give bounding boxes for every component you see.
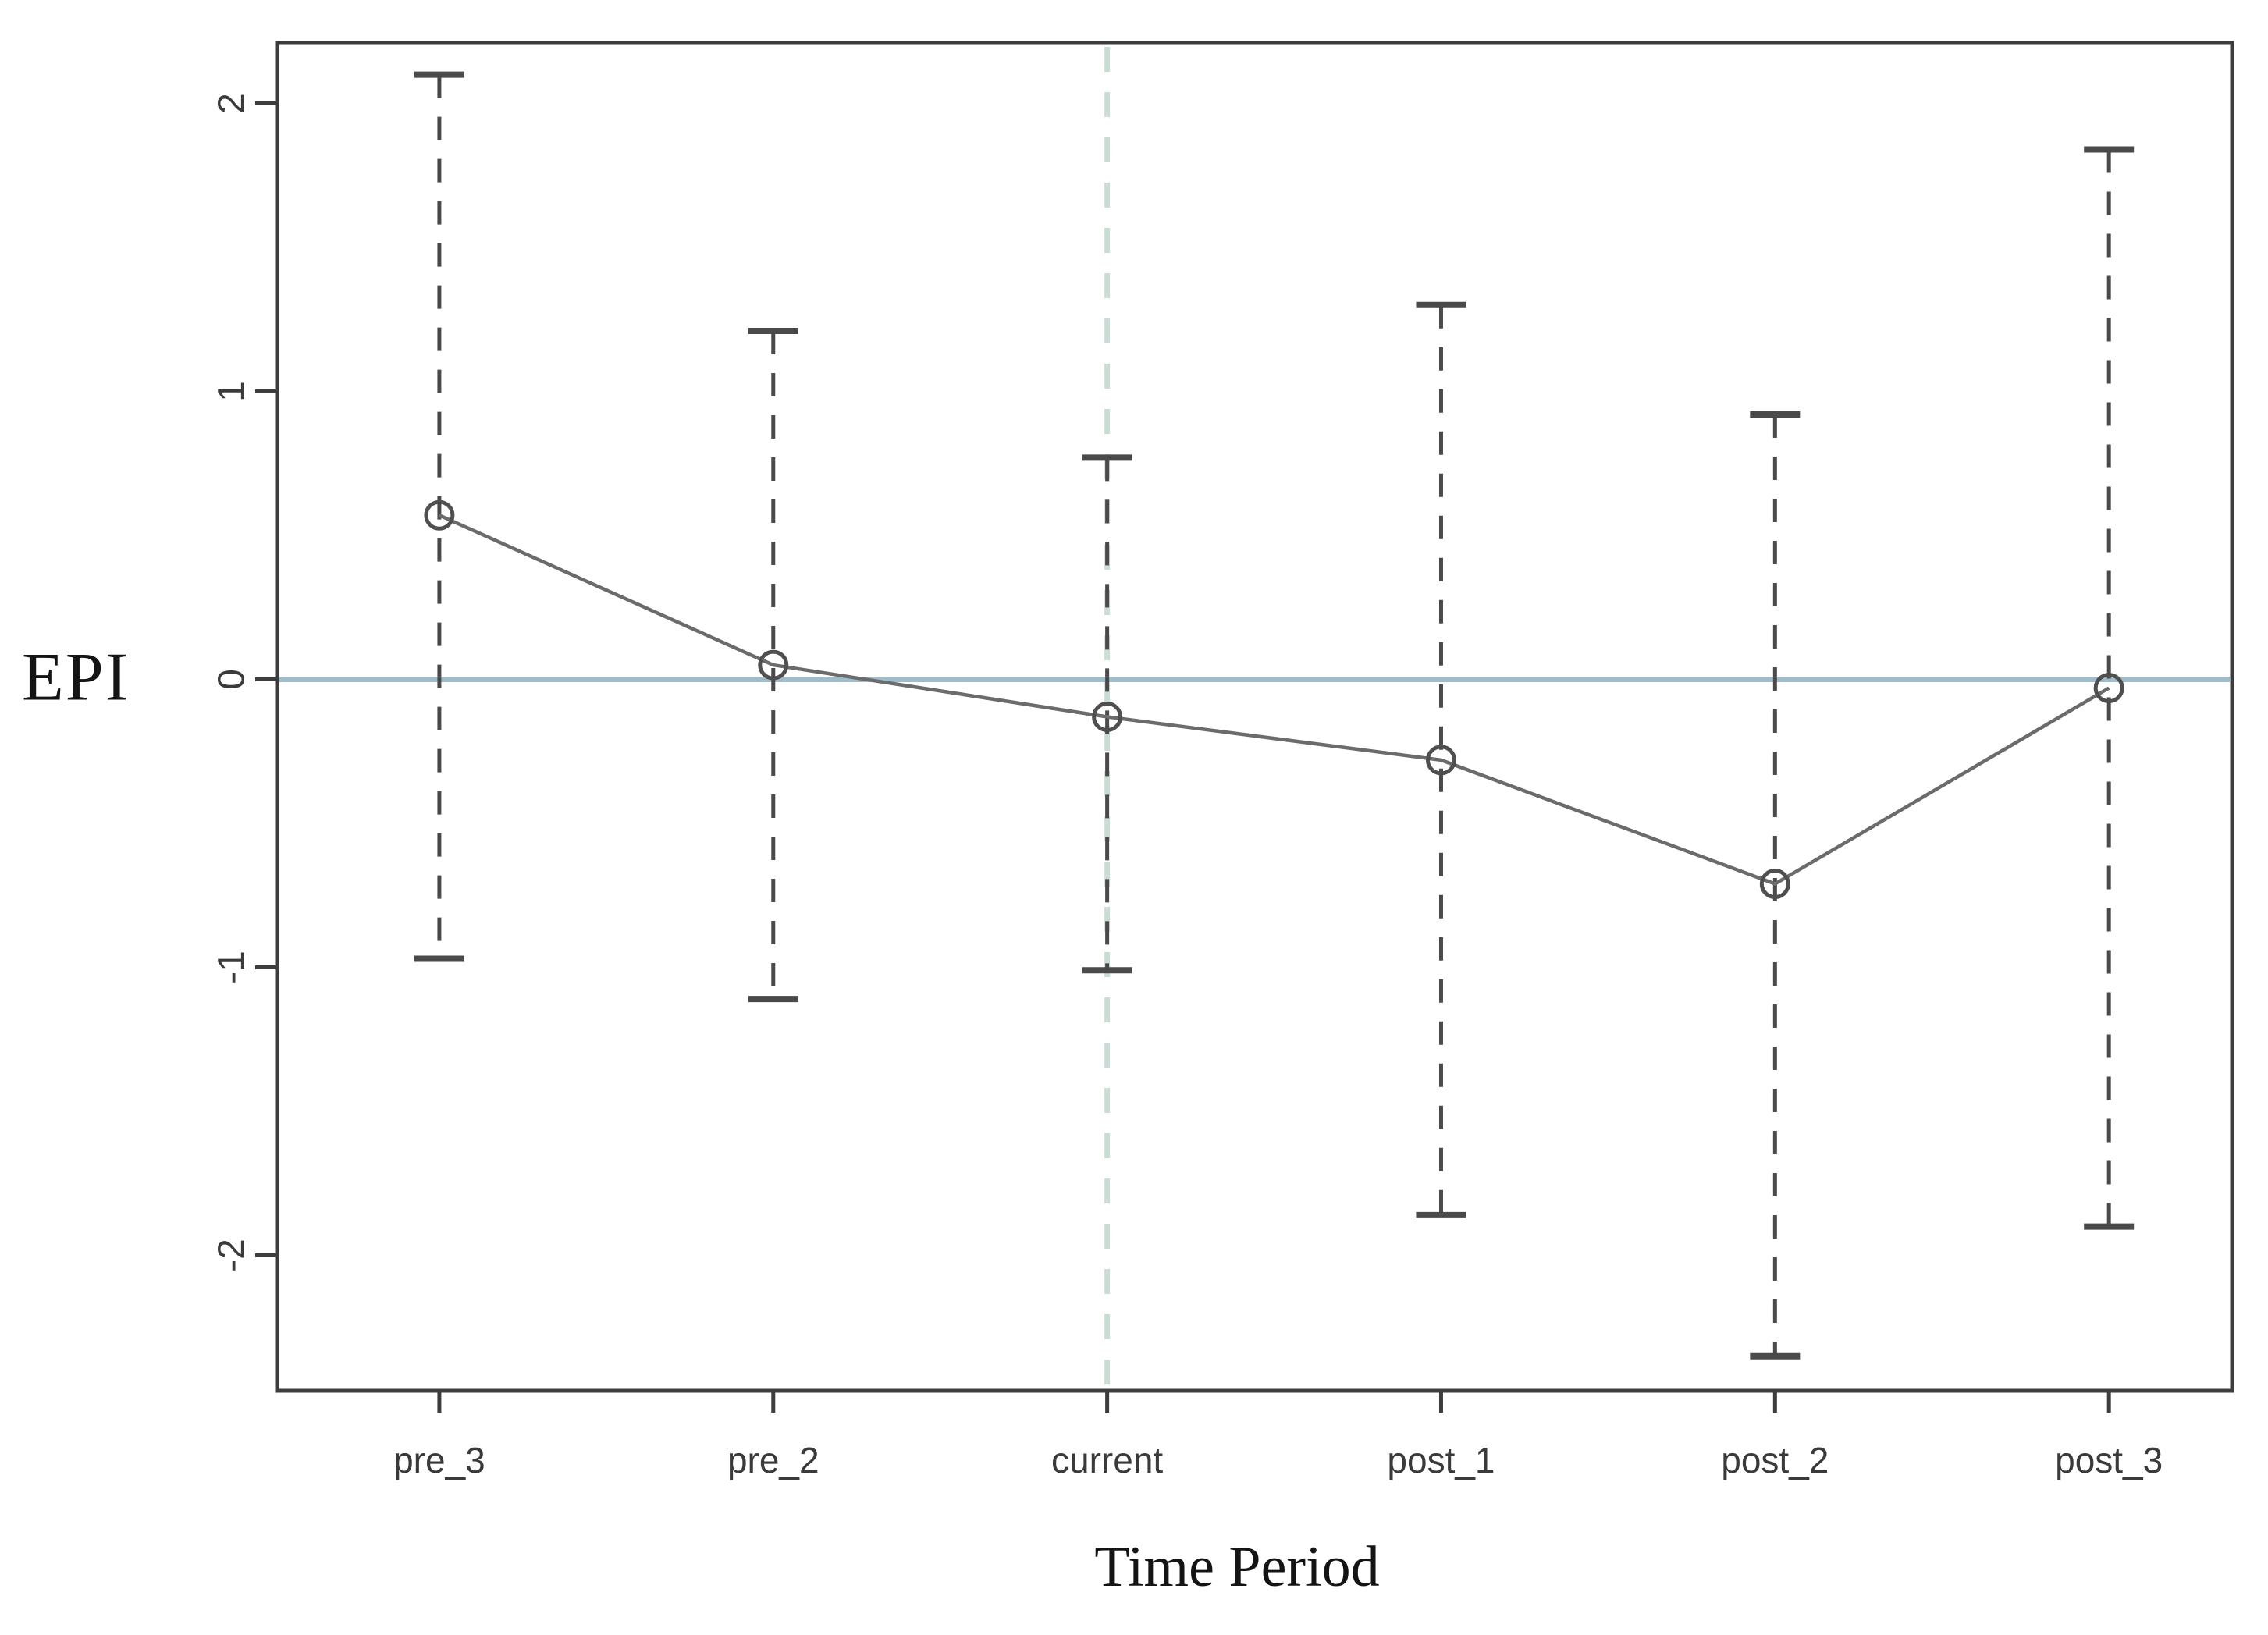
x-axis-tick-label: post_1 bbox=[1387, 1440, 1495, 1480]
data-point-marker bbox=[424, 499, 455, 531]
x-axis-tick-label: pre_3 bbox=[393, 1440, 485, 1480]
x-axis-tick-label: pre_2 bbox=[727, 1440, 819, 1480]
data-point-marker bbox=[1425, 745, 1456, 776]
data-point-marker bbox=[1759, 869, 1790, 900]
data-point-marker bbox=[2093, 673, 2124, 704]
y-axis-tick-label: 2 bbox=[212, 93, 253, 114]
data-point-marker bbox=[758, 649, 789, 681]
y-axis-tick-label: -2 bbox=[212, 1239, 253, 1272]
y-axis-title: EPI bbox=[22, 639, 130, 716]
plot-border bbox=[275, 41, 2234, 1393]
y-axis-tick-label: 1 bbox=[212, 381, 253, 402]
series-line bbox=[438, 514, 2110, 887]
x-axis-tick-label: post_2 bbox=[1721, 1440, 1829, 1480]
y-axis-tick-label: -1 bbox=[212, 951, 253, 984]
y-axis-tick-label: 0 bbox=[212, 669, 253, 690]
x-axis-tick-label: post_3 bbox=[2055, 1440, 2163, 1480]
x-axis-title: Time Period bbox=[1094, 1535, 1380, 1599]
x-axis-tick-label: current bbox=[1051, 1440, 1163, 1480]
data-point-marker bbox=[1092, 702, 1123, 732]
